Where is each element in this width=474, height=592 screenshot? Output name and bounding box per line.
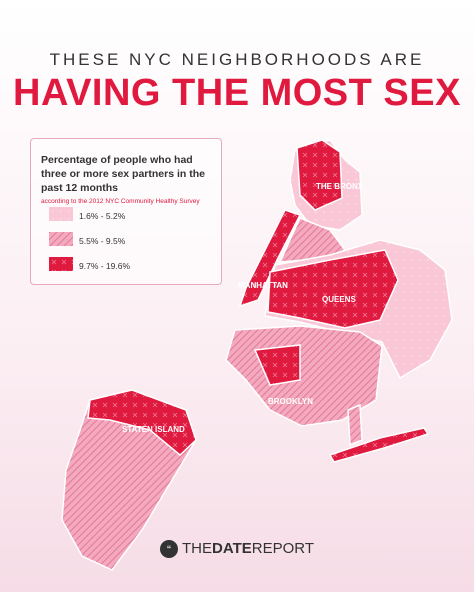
kicker: THESE NYC NEIGHBORHOODS ARE bbox=[49, 50, 425, 69]
borough-label: THE BRONX bbox=[316, 182, 364, 191]
legend-label: 9.7% - 19.6% bbox=[79, 261, 131, 271]
legend-item: 9.7% - 19.6% bbox=[49, 257, 131, 271]
legend-label: 5.5% - 9.5% bbox=[79, 236, 126, 246]
borough-label: STATEN ISLAND bbox=[122, 425, 185, 434]
borough-label: BROOKLYN bbox=[268, 397, 313, 406]
legend: Percentage of people who had three or mo… bbox=[30, 138, 222, 285]
brand-suffix: REPORT bbox=[251, 540, 314, 557]
legend-item: 5.5% - 9.5% bbox=[49, 232, 126, 246]
brand-prefix: THE bbox=[182, 540, 213, 557]
legend-source: according to the 2012 NYC Community Heal… bbox=[41, 198, 200, 205]
legend-title: Percentage of people who had three or mo… bbox=[41, 154, 205, 194]
brand-bold: DATE bbox=[212, 540, 252, 557]
borough-label: MANHATTAN bbox=[238, 281, 288, 290]
footer: “THEDATEREPORT bbox=[0, 540, 474, 559]
logo-icon: “ bbox=[160, 540, 179, 559]
boroughs bbox=[61, 139, 453, 571]
legend-label: 1.6% - 5.2% bbox=[79, 211, 126, 221]
map-labels: THE BRONX MANHATTAN QUEENS BROOKLYN STAT… bbox=[122, 182, 364, 434]
legend-item: 1.6% - 5.2% bbox=[49, 207, 126, 221]
borough-label: QUEENS bbox=[322, 295, 356, 304]
title: HAVING THE MOST SEX bbox=[13, 72, 461, 114]
